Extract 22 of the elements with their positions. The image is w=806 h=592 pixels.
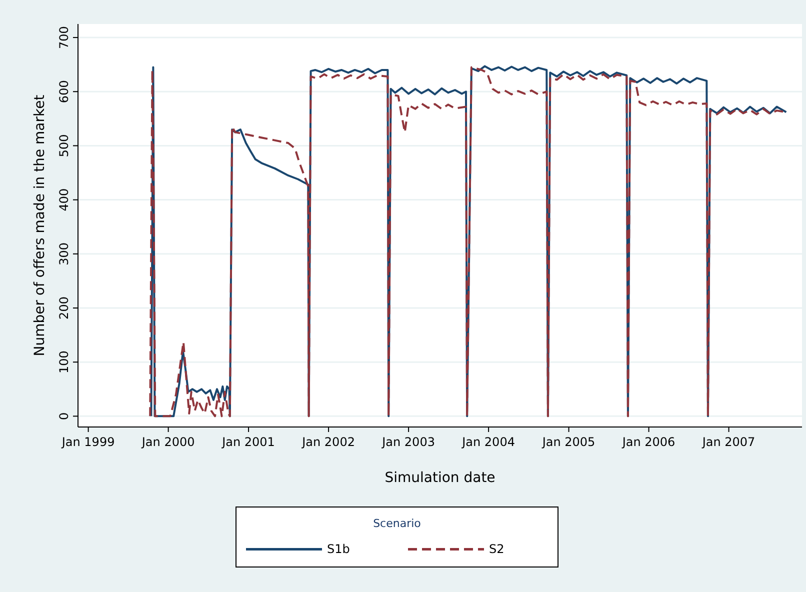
x-tick-label: Jan 2001: [221, 435, 275, 449]
y-tick-label: 300: [57, 242, 71, 266]
y-tick-label: 700: [57, 26, 71, 49]
legend-title: Scenario: [373, 517, 422, 530]
x-axis-title: Simulation date: [384, 470, 496, 486]
x-tick-label: Jan 2003: [381, 435, 435, 449]
x-tick-label: Jan 2004: [461, 435, 515, 449]
y-tick-label: 200: [57, 296, 71, 320]
y-tick-label: 600: [57, 80, 71, 104]
x-tick-label: Jan 2002: [301, 435, 355, 449]
legend-label: S2: [489, 542, 504, 556]
x-tick-label: Jan 2000: [140, 435, 195, 449]
y-axis-title: Number of offers made in the market: [32, 94, 48, 356]
y-tick-label: 0: [57, 412, 71, 420]
y-tick-label: 100: [57, 350, 71, 374]
y-tick-label: 400: [57, 188, 71, 212]
x-tick-label: Jan 2005: [541, 435, 596, 449]
x-tick-label: Jan 1999: [60, 435, 115, 449]
y-tick-label: 500: [57, 134, 71, 158]
x-tick-label: Jan 2007: [701, 435, 756, 449]
legend-label: S1b: [327, 542, 350, 556]
x-tick-label: Jan 2006: [621, 435, 676, 449]
